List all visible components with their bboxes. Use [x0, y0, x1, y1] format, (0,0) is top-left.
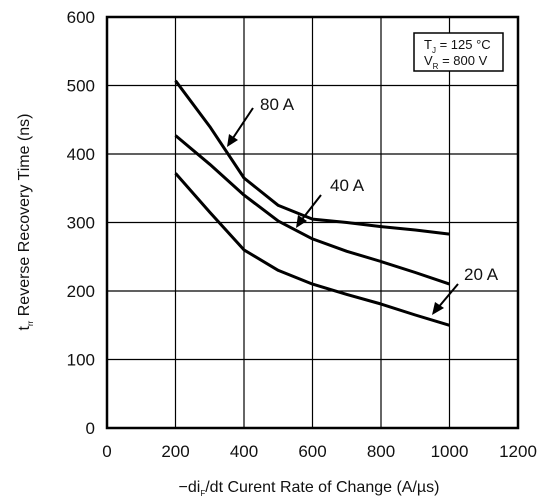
- x-tick-label: 1200: [499, 442, 537, 461]
- y-tick-label: 200: [67, 282, 95, 301]
- series-annotations: 80 A 40 A 20 A: [227, 95, 499, 315]
- tick-labels: 0 200 400 600 800 1000 1200 0 100 200 300 400 500 600: [67, 8, 537, 461]
- series-line-80a: [174, 79, 450, 236]
- y-axis-title: trr Reverse Recovery Time (ns): [16, 114, 35, 331]
- conditions-box-frame: [413, 32, 504, 72]
- series-label-80a: 80 A: [260, 95, 295, 114]
- series-lines: [174, 79, 450, 327]
- conditions-box: TJ = 125 °C VR = 800 V: [413, 32, 504, 72]
- arrow-80a-head: [227, 134, 238, 147]
- x-tick-label: 0: [102, 442, 111, 461]
- condition-tj: TJ = 125 °C: [424, 37, 491, 55]
- arrow-40a-head: [296, 215, 307, 228]
- arrow-20a-shaft: [436, 283, 459, 310]
- grid: [107, 17, 518, 428]
- x-tick-label: 1000: [431, 442, 469, 461]
- y-tick-label: 500: [67, 77, 95, 96]
- x-tick-label: 800: [367, 442, 395, 461]
- y-tick-label: 300: [67, 214, 95, 233]
- plot-frame: [105, 15, 520, 430]
- y-tick-label: 600: [67, 8, 95, 27]
- series-line-20a: [174, 172, 450, 327]
- x-tick-label: 200: [161, 442, 189, 461]
- y-tick-label: 400: [67, 145, 95, 164]
- arrow-40a-shaft: [299, 194, 322, 223]
- series-label-20a: 20 A: [464, 265, 499, 284]
- series-line-40a: [174, 134, 450, 286]
- condition-vr: VR = 800 V: [424, 53, 488, 71]
- arrow-20a-head: [432, 302, 444, 315]
- arrow-80a-shaft: [230, 107, 254, 142]
- x-tick-label: 400: [230, 442, 258, 461]
- x-tick-label: 600: [298, 442, 326, 461]
- series-label-40a: 40 A: [330, 176, 365, 195]
- y-tick-label: 100: [67, 351, 95, 370]
- x-axis-title: −diF/dt Curent Rate of Change (A/µs): [179, 479, 440, 498]
- y-tick-label: 0: [86, 419, 95, 438]
